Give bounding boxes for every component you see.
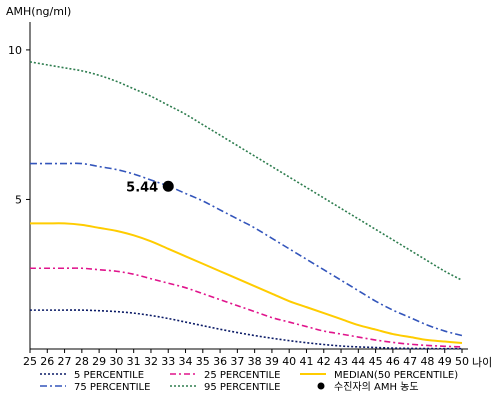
legend-label: 95 PERCENTILE: [204, 382, 280, 393]
series-line-25-percentile: [30, 267, 463, 348]
x-tick-label: 39: [265, 355, 279, 368]
legend-label: 75 PERCENTILE: [74, 382, 150, 393]
x-tick-label: 38: [248, 355, 262, 368]
x-tick-label: 37: [230, 355, 244, 368]
x-tick-label: 30: [109, 355, 123, 368]
x-tick-label: 26: [40, 355, 54, 368]
series-line-75-percentile: [30, 162, 463, 337]
y-axis-title: AMH(ng/ml): [6, 5, 71, 18]
series-line-5-percentile: [29, 309, 463, 350]
x-tick-label: 45: [369, 355, 383, 368]
legend-label: MEDIAN(50 PERCENTILE): [334, 370, 458, 381]
x-tick-label: 48: [420, 355, 434, 368]
legend-swatch-point: [317, 382, 325, 390]
x-tick-label: 50: [455, 355, 469, 368]
x-tick-label: 34: [179, 355, 193, 368]
y-tick-label: 10: [8, 44, 22, 57]
legend-label: 수진자의 AMH 농도: [334, 381, 419, 393]
legend-label: 25 PERCENTILE: [204, 370, 280, 381]
x-tick-label: 25: [23, 355, 37, 368]
x-tick-label: 44: [351, 355, 365, 368]
x-tick-label: 42: [317, 355, 331, 368]
patient-amh-point: [162, 180, 174, 192]
x-tick-label: 35: [196, 355, 210, 368]
patient-point-group: 5.44: [126, 180, 174, 195]
legend: 5 PERCENTILE 25 PERCENTILE MEDIAN(50 PERCE…: [40, 370, 458, 393]
legend-label: 5 PERCENTILE: [74, 370, 144, 381]
x-tick-label: 43: [334, 355, 348, 368]
y-tick-label: 5: [15, 193, 22, 206]
y-ticks: 5 10: [8, 22, 31, 349]
x-ticks: 25 26 27 28 29 30 31 32 33 34 35 36 37 38 39 40 41 42 43 44…: [23, 349, 469, 368]
x-tick-label: 32: [144, 355, 158, 368]
x-tick-label: 29: [92, 355, 106, 368]
x-tick-label: 36: [213, 355, 227, 368]
x-tick-label: 46: [386, 355, 400, 368]
x-tick-label: 47: [403, 355, 417, 368]
series-lines: [29, 61, 463, 350]
x-tick-label: 27: [58, 355, 72, 368]
x-tick-label: 41: [299, 355, 313, 368]
x-tick-label: 28: [75, 355, 89, 368]
x-axis-title: 나이: [472, 356, 492, 369]
x-tick-label: 40: [282, 355, 296, 368]
x-tick-label: 33: [161, 355, 175, 368]
series-line-median-50-percentile: [30, 222, 463, 345]
series-line-95-percentile: [29, 61, 463, 281]
patient-amh-label: 5.44: [126, 180, 158, 195]
x-tick-label: 49: [438, 355, 452, 368]
x-tick-label: 31: [127, 355, 141, 368]
